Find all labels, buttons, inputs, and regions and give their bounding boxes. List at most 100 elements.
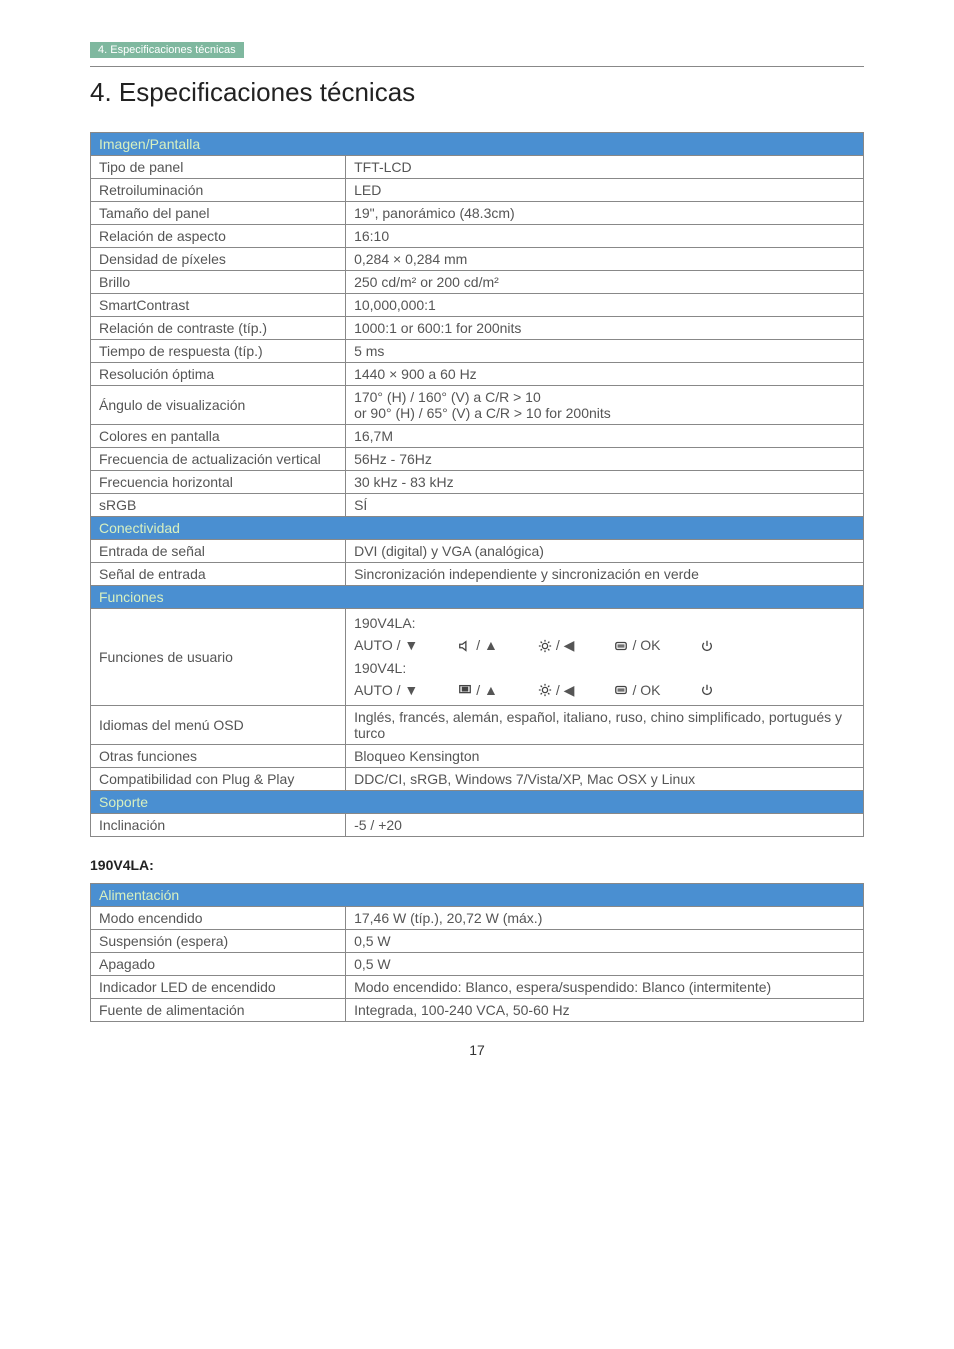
row-value: 56Hz - 76Hz bbox=[346, 448, 864, 471]
row-label: Otras funciones bbox=[91, 744, 346, 767]
row-value: 30 kHz - 83 kHz bbox=[346, 471, 864, 494]
model-label: 190V4LA: bbox=[354, 612, 855, 634]
text: or 90° (H) / 65° (V) a C/R > 10 for 200n… bbox=[354, 405, 611, 421]
row-label: Fuente de alimentación bbox=[91, 998, 346, 1021]
table-row: Indicador LED de encendidoModo encendido… bbox=[91, 975, 864, 998]
row-value: 19", panorámico (48.3cm) bbox=[346, 202, 864, 225]
row-value: TFT-LCD bbox=[346, 156, 864, 179]
section-header: Conectividad bbox=[91, 517, 864, 540]
row-label: Indicador LED de encendido bbox=[91, 975, 346, 998]
model-heading: 190V4LA: bbox=[90, 857, 864, 873]
page-number: 17 bbox=[90, 1042, 864, 1058]
row-label: Suspensión (espera) bbox=[91, 929, 346, 952]
table-row: Suspensión (espera)0,5 W bbox=[91, 929, 864, 952]
row-value: Integrada, 100-240 VCA, 50-60 Hz bbox=[346, 998, 864, 1021]
row-label: Idiomas del menú OSD bbox=[91, 705, 346, 744]
section-header: Alimentación bbox=[91, 883, 864, 906]
table-row: Densidad de píxeles0,284 × 0,284 mm bbox=[91, 248, 864, 271]
table-row: Señal de entradaSincronización independi… bbox=[91, 563, 864, 586]
table-row: Inclinación-5 / +20 bbox=[91, 813, 864, 836]
row-label: Compatibilidad con Plug & Play bbox=[91, 767, 346, 790]
table-row: Colores en pantalla16,7M bbox=[91, 425, 864, 448]
row-value: -5 / +20 bbox=[346, 813, 864, 836]
display-up-icon: / ▲ bbox=[458, 679, 498, 701]
spec-table-main: Imagen/Pantalla Tipo de panelTFT-LCD Ret… bbox=[90, 132, 864, 837]
table-row: RetroiluminaciónLED bbox=[91, 179, 864, 202]
row-label: Tipo de panel bbox=[91, 156, 346, 179]
row-value: DDC/CI, sRGB, Windows 7/Vista/XP, Mac OS… bbox=[346, 767, 864, 790]
row-value: LED bbox=[346, 179, 864, 202]
table-row: Idiomas del menú OSDInglés, francés, ale… bbox=[91, 705, 864, 744]
row-label: Inclinación bbox=[91, 813, 346, 836]
page-title: 4. Especificaciones técnicas bbox=[90, 77, 864, 108]
brightness-left-icon: / ◀ bbox=[538, 634, 575, 656]
table-row: Modo encendido17,46 W (típ.), 20,72 W (m… bbox=[91, 906, 864, 929]
table-row: Funciones de usuario 190V4LA: AUTO / ▼ /… bbox=[91, 609, 864, 706]
row-label: Funciones de usuario bbox=[91, 609, 346, 706]
table-row: Tipo de panelTFT-LCD bbox=[91, 156, 864, 179]
row-label: Frecuencia horizontal bbox=[91, 471, 346, 494]
row-label: Señal de entrada bbox=[91, 563, 346, 586]
spec-table-power: Alimentación Modo encendido17,46 W (típ.… bbox=[90, 883, 864, 1022]
divider bbox=[90, 66, 864, 67]
row-value: 5 ms bbox=[346, 340, 864, 363]
table-row: Ángulo de visualización 170° (H) / 160° … bbox=[91, 386, 864, 425]
row-value: 0,5 W bbox=[346, 952, 864, 975]
row-label: Tamaño del panel bbox=[91, 202, 346, 225]
row-label: Ángulo de visualización bbox=[91, 386, 346, 425]
row-label: Densidad de píxeles bbox=[91, 248, 346, 271]
row-value: 16:10 bbox=[346, 225, 864, 248]
table-row: Frecuencia de actualización vertical56Hz… bbox=[91, 448, 864, 471]
table-row: Apagado0,5 W bbox=[91, 952, 864, 975]
model-label: 190V4L: bbox=[354, 657, 855, 679]
table-row: Relación de contraste (típ.)1000:1 or 60… bbox=[91, 317, 864, 340]
row-value: 1000:1 or 600:1 for 200nits bbox=[346, 317, 864, 340]
power-icon bbox=[700, 683, 714, 697]
table-row: Tamaño del panel19", panorámico (48.3cm) bbox=[91, 202, 864, 225]
row-label: Colores en pantalla bbox=[91, 425, 346, 448]
row-value: Modo encendido: Blanco, espera/suspendid… bbox=[346, 975, 864, 998]
table-row: Entrada de señalDVI (digital) y VGA (ana… bbox=[91, 540, 864, 563]
row-label: Relación de contraste (típ.) bbox=[91, 317, 346, 340]
table-row: Otras funcionesBloqueo Kensington bbox=[91, 744, 864, 767]
text: 170° (H) / 160° (V) a C/R > 10 bbox=[354, 389, 541, 405]
table-row: Fuente de alimentaciónIntegrada, 100-240… bbox=[91, 998, 864, 1021]
button-icons-row: AUTO / ▼ / ▲ / ◀ / OK bbox=[354, 634, 855, 656]
row-value: 10,000,000:1 bbox=[346, 294, 864, 317]
section-header: Funciones bbox=[91, 586, 864, 609]
row-value: 0,5 W bbox=[346, 929, 864, 952]
row-value: Bloqueo Kensington bbox=[346, 744, 864, 767]
row-value: 0,284 × 0,284 mm bbox=[346, 248, 864, 271]
power-icon bbox=[700, 639, 714, 653]
row-value: Sincronización independiente y sincroniz… bbox=[346, 563, 864, 586]
table-row: Compatibilidad con Plug & PlayDDC/CI, sR… bbox=[91, 767, 864, 790]
table-row: Frecuencia horizontal30 kHz - 83 kHz bbox=[91, 471, 864, 494]
row-value: 17,46 W (típ.), 20,72 W (máx.) bbox=[346, 906, 864, 929]
row-value: 170° (H) / 160° (V) a C/R > 10 or 90° (H… bbox=[346, 386, 864, 425]
row-label: Retroiluminación bbox=[91, 179, 346, 202]
table-row: Brillo250 cd/m² or 200 cd/m² bbox=[91, 271, 864, 294]
row-label: Modo encendido bbox=[91, 906, 346, 929]
table-row: Tiempo de respuesta (típ.)5 ms bbox=[91, 340, 864, 363]
row-value: Inglés, francés, alemán, español, italia… bbox=[346, 705, 864, 744]
row-value: 1440 × 900 a 60 Hz bbox=[346, 363, 864, 386]
menu-ok-icon: / OK bbox=[614, 679, 660, 701]
auto-down-icon: AUTO / ▼ bbox=[354, 679, 418, 701]
row-value: DVI (digital) y VGA (analógica) bbox=[346, 540, 864, 563]
row-value: 190V4LA: AUTO / ▼ / ▲ / ◀ / OK 190V4L: A… bbox=[346, 609, 864, 706]
menu-ok-icon: / OK bbox=[614, 634, 660, 656]
volume-up-icon: / ▲ bbox=[458, 634, 498, 656]
row-label: Brillo bbox=[91, 271, 346, 294]
row-label: Apagado bbox=[91, 952, 346, 975]
row-label: sRGB bbox=[91, 494, 346, 517]
table-row: Resolución óptima1440 × 900 a 60 Hz bbox=[91, 363, 864, 386]
row-label: SmartContrast bbox=[91, 294, 346, 317]
row-value: 250 cd/m² or 200 cd/m² bbox=[346, 271, 864, 294]
section-header: Imagen/Pantalla bbox=[91, 133, 864, 156]
row-label: Tiempo de respuesta (típ.) bbox=[91, 340, 346, 363]
page: 4. Especificaciones técnicas 4. Especifi… bbox=[0, 0, 954, 1088]
auto-down-icon: AUTO / ▼ bbox=[354, 634, 418, 656]
row-label: Frecuencia de actualización vertical bbox=[91, 448, 346, 471]
row-value: SÍ bbox=[346, 494, 864, 517]
table-row: SmartContrast10,000,000:1 bbox=[91, 294, 864, 317]
